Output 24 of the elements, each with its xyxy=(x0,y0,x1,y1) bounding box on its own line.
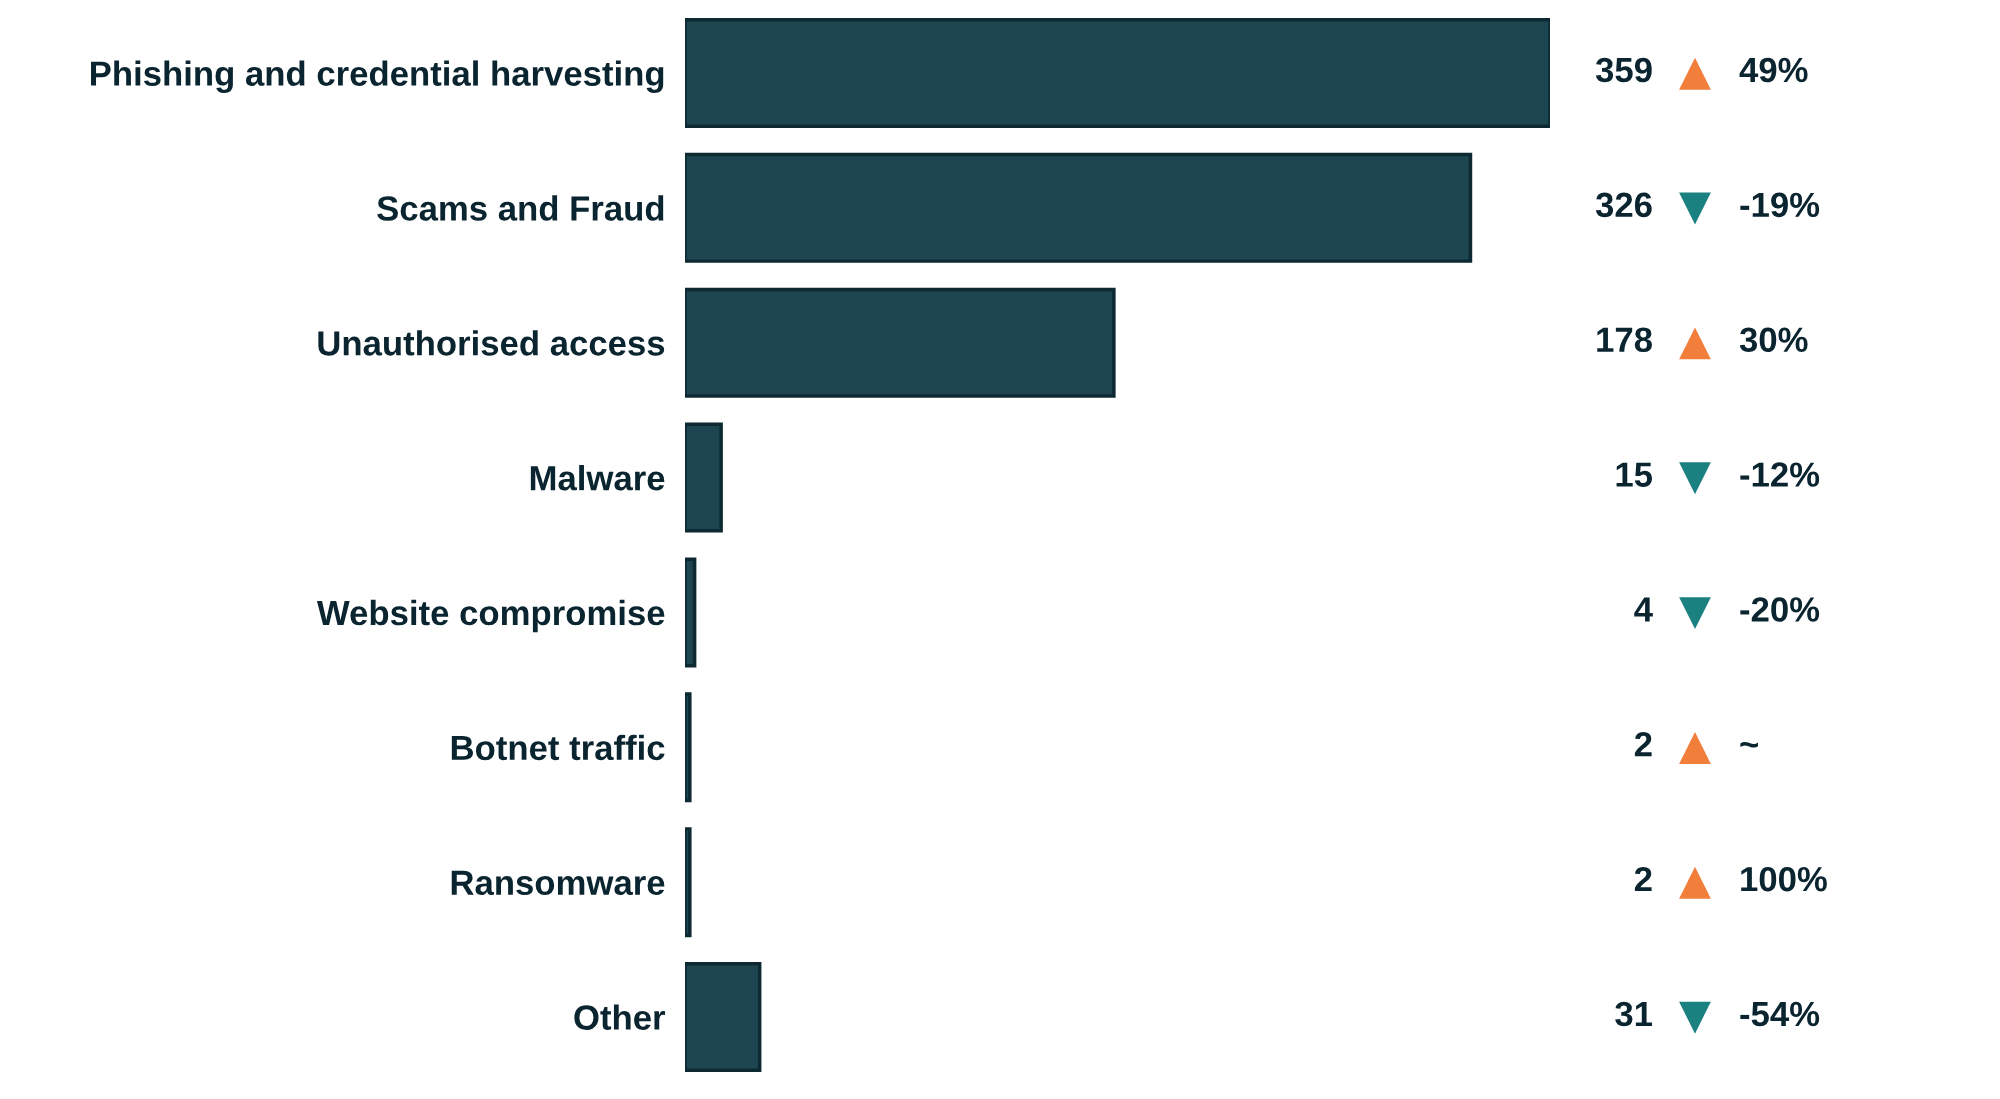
y-tick-label: Malware xyxy=(530,464,665,491)
text: ▲ 30% xyxy=(1679,327,1808,360)
text: ▲ 49% xyxy=(1679,57,1808,90)
text: ▲ ~ xyxy=(1679,732,1758,764)
data-label: 2 xyxy=(1634,866,1652,892)
y-tick-label: Unauthorised access xyxy=(318,330,665,356)
data-label: 15 xyxy=(1616,462,1653,487)
data-label: 2 xyxy=(1634,732,1652,757)
data-label: 326 xyxy=(1595,192,1652,218)
data-label: 4 xyxy=(1634,597,1653,622)
y-tick-label: Website compromise xyxy=(316,599,665,633)
data-label: 178 xyxy=(1597,327,1652,353)
text: ▼ -20% xyxy=(1679,597,1820,630)
y-tick-label: Scams and Fraud xyxy=(377,195,664,221)
text: ▲ 100% xyxy=(1679,866,1827,899)
y-tick-label: Ransomware xyxy=(451,870,665,896)
text: ▼ -19% xyxy=(1679,192,1820,225)
data-label: 359 xyxy=(1595,57,1652,83)
text: ▼ -54% xyxy=(1679,1001,1820,1034)
y-tick-label: Phishing and credential harvesting xyxy=(91,60,664,93)
y-tick-label: Botnet traffic xyxy=(451,734,665,761)
y-tick-label: Other xyxy=(574,1004,666,1030)
text: ▼ -12% xyxy=(1679,462,1820,495)
data-label: 31 xyxy=(1615,1001,1653,1027)
